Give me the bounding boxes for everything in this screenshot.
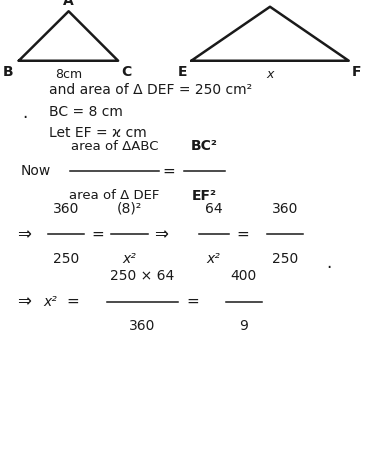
Text: =: = (163, 163, 176, 179)
Text: ⇒: ⇒ (17, 292, 31, 310)
Text: 400: 400 (231, 270, 257, 284)
Text: ⇒: ⇒ (17, 225, 31, 243)
Text: =: = (91, 226, 104, 242)
Text: 250: 250 (53, 252, 79, 266)
Text: F: F (352, 65, 361, 79)
Text: BC = 8 cm: BC = 8 cm (49, 105, 123, 120)
Text: =: = (236, 226, 249, 242)
Text: (8)²: (8)² (117, 202, 142, 216)
Text: 9: 9 (239, 320, 248, 333)
Text: x: x (266, 68, 274, 81)
Text: =: = (186, 294, 199, 309)
Text: 8cm: 8cm (55, 68, 82, 81)
Text: E: E (178, 65, 188, 79)
Text: Let EF = ϰ cm: Let EF = ϰ cm (49, 126, 147, 140)
Text: D: D (264, 0, 276, 3)
Text: 250 × 64: 250 × 64 (110, 270, 175, 284)
Text: BC²: BC² (191, 139, 218, 153)
Text: =: = (67, 294, 80, 309)
Text: x²: x² (44, 294, 58, 309)
Text: 360: 360 (129, 320, 156, 333)
Text: x²: x² (122, 252, 136, 266)
Text: .: . (326, 254, 332, 272)
Text: 64: 64 (205, 202, 222, 216)
Text: ⇒: ⇒ (154, 225, 168, 243)
Text: area of Δ DEF: area of Δ DEF (69, 189, 160, 202)
Text: .: . (22, 104, 28, 122)
Text: area of ΔABC: area of ΔABC (70, 140, 158, 153)
Text: and area of Δ DEF = 250 cm²: and area of Δ DEF = 250 cm² (49, 83, 252, 97)
Text: 360: 360 (272, 202, 298, 216)
Text: C: C (121, 65, 131, 79)
Text: A: A (63, 0, 74, 8)
Text: 360: 360 (53, 202, 79, 216)
Text: 250: 250 (272, 252, 298, 266)
Text: EF²: EF² (192, 189, 217, 203)
Text: x²: x² (207, 252, 220, 266)
Text: Now: Now (21, 164, 51, 178)
Text: B: B (3, 65, 13, 79)
